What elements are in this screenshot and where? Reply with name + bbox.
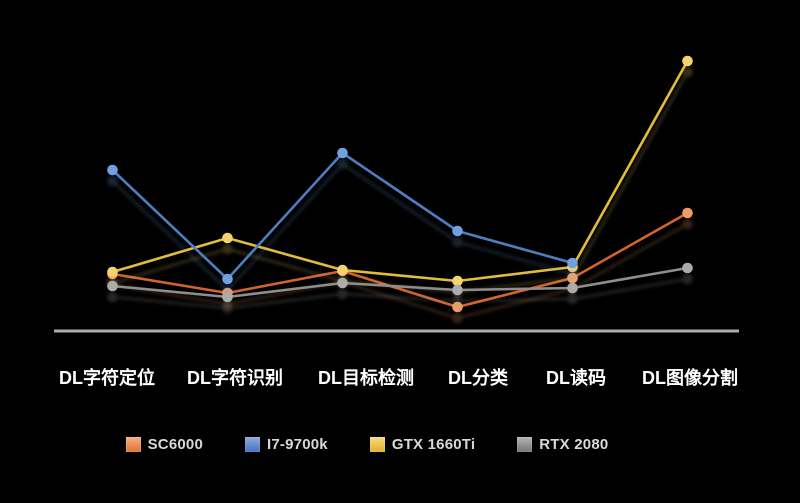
data-point-gtx-1660ti-3 xyxy=(452,275,463,287)
x-axis-label-dl-image-segment: DL图像分割 xyxy=(642,367,738,388)
series-layer xyxy=(107,55,693,313)
data-point-rtx-2080-1 xyxy=(222,291,233,303)
legend-swatch-i7-9700k xyxy=(245,437,260,452)
data-point-i7-9700k-2 xyxy=(337,147,348,159)
data-point-gtx-1660ti-0 xyxy=(107,266,118,278)
legend-swatch-gtx-1660ti xyxy=(369,437,385,452)
x-axis-label-dl-classify: DL分类 xyxy=(448,367,509,388)
legend-label-sc6000: SC6000 xyxy=(147,436,203,453)
series-line xyxy=(112,211,689,309)
data-point-rtx-2080-0 xyxy=(107,280,118,292)
data-point-rtx-2080-5 xyxy=(682,262,693,274)
series-i7-9700k xyxy=(107,147,578,285)
data-point-gtx-1660ti-1 xyxy=(222,232,233,244)
legend-swatch-sc6000 xyxy=(125,437,141,452)
series-line xyxy=(112,266,688,299)
legend-label-gtx-1660ti: GTX 1660Ti xyxy=(391,436,476,453)
data-point-i7-9700k-3 xyxy=(452,225,463,237)
line-chart: DL字符定位 DL字符识别 DL目标检测 DL分类 DL读码 DL图像分割 xyxy=(54,55,739,388)
data-point-rtx-2080-3 xyxy=(452,284,463,296)
data-point-i7-9700k-0 xyxy=(107,164,118,176)
data-point-rtx-2080-4 xyxy=(567,282,578,294)
series-rtx-2080 xyxy=(107,262,693,303)
data-point-rtx-2080-2 xyxy=(337,277,348,289)
series-line xyxy=(112,60,689,283)
x-axis-label-dl-char-recognize: DL字符识别 xyxy=(187,367,283,388)
series-sc6000 xyxy=(107,207,693,313)
data-point-sc6000-5 xyxy=(682,207,693,219)
legend: SC6000 I7-9700k GTX 1660Ti RTX 2080 xyxy=(0,436,767,453)
legend-label-rtx-2080: RTX 2080 xyxy=(539,436,609,453)
x-axis-label-dl-read-code: DL读码 xyxy=(546,367,606,388)
data-point-gtx-1660ti-5 xyxy=(682,55,693,67)
legend-item-i7-9700k[interactable]: I7-9700k xyxy=(245,436,328,453)
series-line xyxy=(111,151,573,281)
data-point-sc6000-4 xyxy=(567,272,578,284)
data-point-i7-9700k-4 xyxy=(567,257,578,269)
legend-item-gtx-1660ti[interactable]: GTX 1660Ti xyxy=(369,436,476,453)
data-point-gtx-1660ti-2 xyxy=(337,264,348,276)
x-axis-label-dl-object-detect: DL目标检测 xyxy=(318,367,414,388)
series-gtx-1660ti xyxy=(107,55,693,287)
legend-item-rtx-2080[interactable]: RTX 2080 xyxy=(517,436,608,453)
data-point-sc6000-3 xyxy=(452,301,463,313)
legend-label-i7-9700k: I7-9700k xyxy=(267,436,328,453)
data-point-i7-9700k-1 xyxy=(222,273,233,285)
legend-item-sc6000[interactable]: SC6000 xyxy=(125,436,203,453)
x-axis-label-dl-char-locate: DL字符定位 xyxy=(59,367,155,388)
x-axis-labels: DL字符定位 DL字符识别 DL目标检测 DL分类 DL读码 DL图像分割 xyxy=(59,367,738,388)
legend-swatch-rtx-2080 xyxy=(517,437,533,452)
